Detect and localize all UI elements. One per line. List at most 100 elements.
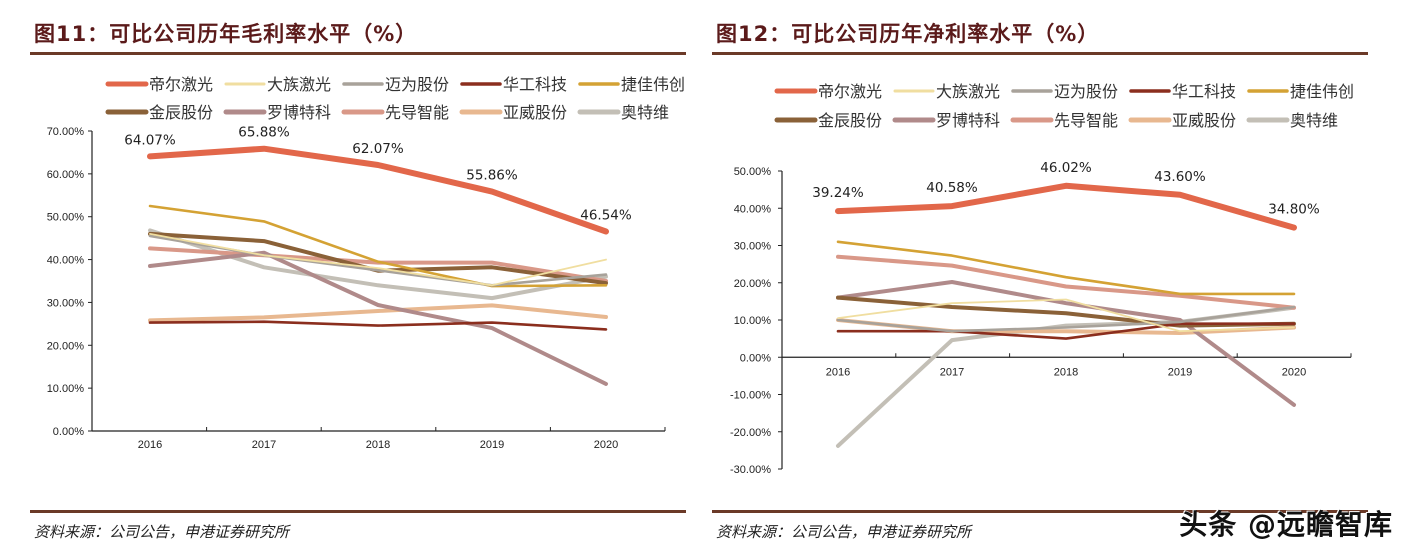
y-tick-label: 40.00% bbox=[734, 203, 772, 215]
left-footer-rule bbox=[30, 510, 686, 513]
x-tick-label: 2016 bbox=[138, 439, 162, 451]
right-footer-rule bbox=[712, 510, 1368, 513]
right-figure-title: 图12：可比公司历年净利率水平（%） bbox=[716, 22, 1100, 46]
legend-item: 奥特维 bbox=[1246, 111, 1338, 130]
data-label: 43.60% bbox=[1154, 169, 1206, 185]
legend-item: 迈为股份 bbox=[1011, 82, 1118, 101]
y-tick-label: 60.00% bbox=[47, 169, 85, 181]
legend-item: 华工科技 bbox=[460, 75, 567, 94]
left-figure-panel: 图11：可比公司历年毛利率水平（%） 资料来源：公司公告，申港证券研究所 bbox=[0, 0, 700, 560]
legend-label: 华工科技 bbox=[503, 75, 567, 94]
series-line-7 bbox=[836, 254, 1296, 310]
data-label: 46.54% bbox=[580, 208, 632, 224]
legend-item: 帝尔激光 bbox=[774, 82, 882, 101]
y-tick-label: 20.00% bbox=[734, 278, 772, 290]
x-tick-label: 2018 bbox=[366, 439, 390, 451]
legend-item: 捷佳伟创 bbox=[1247, 82, 1354, 101]
data-label: 64.07% bbox=[124, 132, 176, 148]
legend-item: 金辰股份 bbox=[774, 111, 882, 130]
y-tick-label: 70.00% bbox=[47, 126, 85, 138]
legend-label: 先导智能 bbox=[1054, 111, 1118, 130]
y-tick-label: 30.00% bbox=[47, 297, 85, 309]
legend-label: 奥特维 bbox=[1290, 111, 1338, 130]
legend-item: 捷佳伟创 bbox=[578, 75, 685, 94]
y-tick-label: 10.00% bbox=[734, 315, 772, 327]
left-title-rule bbox=[30, 52, 686, 55]
legend-item: 亚威股份 bbox=[459, 103, 567, 122]
right-title-rule bbox=[712, 52, 1368, 55]
watermark-text: 头条 @远瞻智库 bbox=[1179, 508, 1393, 541]
legend-label: 捷佳伟创 bbox=[621, 75, 685, 94]
data-label: 46.02% bbox=[1040, 160, 1092, 176]
right-source-note: 资料来源：公司公告，申港证券研究所 bbox=[716, 523, 972, 541]
legend-label: 亚威股份 bbox=[1172, 111, 1236, 130]
legend-item: 金辰股份 bbox=[105, 103, 213, 122]
y-tick-label: 50.00% bbox=[47, 212, 85, 224]
y-tick-label: 40.00% bbox=[47, 255, 85, 267]
legend-item: 帝尔激光 bbox=[105, 75, 213, 94]
legend-label: 帝尔激光 bbox=[818, 82, 882, 101]
y-tick-label: 50.00% bbox=[734, 166, 772, 178]
legend-label: 金辰股份 bbox=[149, 103, 213, 122]
data-label: 39.24% bbox=[812, 185, 864, 201]
left-source-note: 资料来源：公司公告，申港证券研究所 bbox=[34, 523, 290, 541]
legend-label: 捷佳伟创 bbox=[1290, 82, 1354, 101]
series-line-0 bbox=[835, 182, 1297, 231]
legend-item: 先导智能 bbox=[341, 103, 449, 122]
legend-label: 金辰股份 bbox=[818, 111, 882, 130]
legend-item: 罗博特科 bbox=[892, 111, 1000, 130]
left-figure-title: 图11：可比公司历年毛利率水平（%） bbox=[34, 22, 418, 46]
legend-item: 迈为股份 bbox=[342, 75, 449, 94]
series-line-0 bbox=[147, 145, 609, 235]
x-tick-label: 2020 bbox=[1282, 366, 1306, 378]
data-label: 55.86% bbox=[466, 168, 518, 184]
series-line-1 bbox=[837, 298, 1295, 333]
data-label: 65.88% bbox=[238, 125, 290, 141]
legend-item: 先导智能 bbox=[1010, 111, 1118, 130]
series-line-3 bbox=[836, 322, 1296, 340]
data-label: 62.07% bbox=[352, 141, 404, 157]
series-line-3 bbox=[148, 320, 608, 331]
legend-label: 罗博特科 bbox=[267, 103, 331, 122]
series-line-8 bbox=[148, 303, 608, 323]
legend-item: 大族激光 bbox=[893, 82, 1000, 101]
y-tick-label: 30.00% bbox=[734, 241, 772, 253]
x-tick-label: 2019 bbox=[480, 439, 504, 451]
legend-item: 亚威股份 bbox=[1128, 111, 1236, 130]
series-line-2 bbox=[836, 305, 1296, 333]
y-tick-label: -20.00% bbox=[730, 427, 771, 439]
series-line-4 bbox=[148, 204, 608, 288]
legend-label: 奥特维 bbox=[621, 103, 669, 122]
y-tick-label: -10.00% bbox=[730, 390, 771, 402]
y-tick-label: 0.00% bbox=[53, 426, 84, 438]
x-tick-label: 2018 bbox=[1054, 366, 1078, 378]
x-tick-label: 2016 bbox=[826, 366, 850, 378]
x-tick-label: 2020 bbox=[594, 439, 618, 451]
series-line-4 bbox=[836, 240, 1296, 296]
x-tick-label: 2017 bbox=[940, 366, 964, 378]
y-tick-label: -30.00% bbox=[730, 464, 771, 476]
series-line-7 bbox=[148, 246, 608, 283]
legend-label: 帝尔激光 bbox=[149, 75, 213, 94]
legend-item: 罗博特科 bbox=[223, 103, 331, 122]
series-line-1 bbox=[149, 232, 607, 287]
series-line-6 bbox=[148, 250, 608, 386]
series-line-6 bbox=[836, 280, 1296, 407]
legend-item: 大族激光 bbox=[224, 75, 331, 94]
legend-label: 先导智能 bbox=[385, 103, 449, 122]
legend-label: 亚威股份 bbox=[503, 103, 567, 122]
legend-label: 迈为股份 bbox=[1054, 82, 1118, 101]
data-label: 34.80% bbox=[1268, 202, 1320, 218]
y-tick-label: 20.00% bbox=[47, 340, 85, 352]
data-label: 40.58% bbox=[926, 180, 978, 196]
x-tick-label: 2019 bbox=[1168, 366, 1192, 378]
legend-label: 罗博特科 bbox=[936, 111, 1000, 130]
y-tick-label: 10.00% bbox=[47, 383, 85, 395]
legend-item: 华工科技 bbox=[1129, 82, 1236, 101]
legend-item: 奥特维 bbox=[577, 103, 669, 122]
legend-label: 大族激光 bbox=[936, 82, 1000, 101]
right-figure-panel: 图12：可比公司历年净利率水平（%） 资料来源：公司公告，申港证券研究所 bbox=[700, 0, 1411, 560]
